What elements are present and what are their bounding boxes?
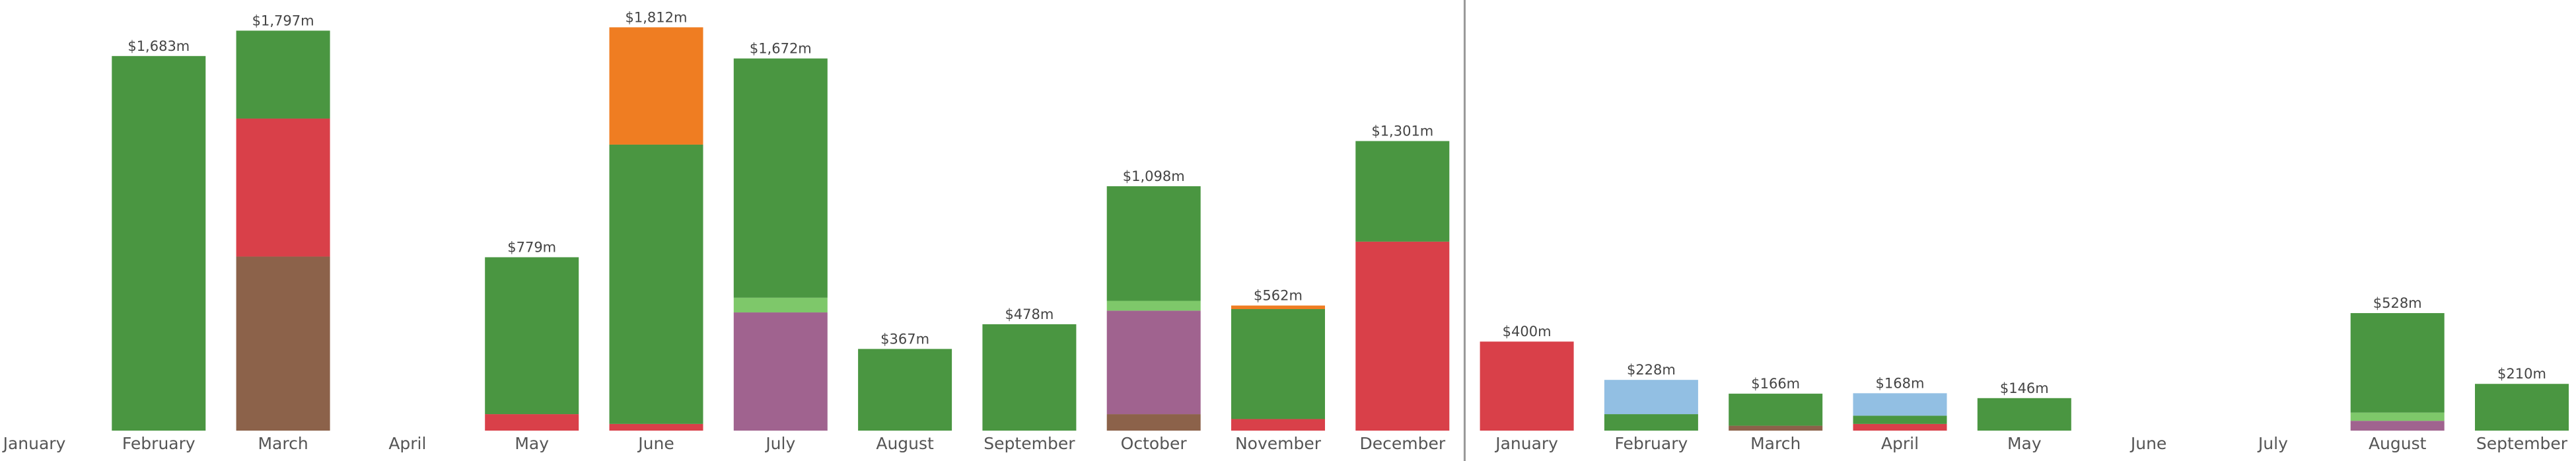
total-label: $1,812m — [626, 9, 688, 25]
total-label: $210m — [2497, 366, 2546, 382]
x-tick-label: April — [388, 434, 426, 453]
x-tick-label: March — [1750, 434, 1801, 453]
total-label: $562m — [1254, 288, 1303, 304]
bar-segment — [733, 58, 828, 298]
bar-segment — [236, 30, 330, 119]
bar-segment — [1977, 398, 2071, 431]
x-tick-label: April — [1881, 434, 1919, 453]
bar-segment — [1106, 310, 1201, 415]
bar-segment — [236, 256, 330, 431]
bar-segment — [112, 55, 206, 431]
x-tick-label: July — [2257, 434, 2288, 453]
bar-segment — [1480, 341, 1574, 431]
x-tick-label: December — [1359, 434, 1445, 453]
x-tick-label: October — [1121, 434, 1188, 453]
bar-segment — [858, 349, 952, 431]
bar-segment — [236, 118, 330, 257]
bar-segment — [1231, 419, 1325, 431]
total-label: $367m — [880, 331, 929, 347]
x-tick-label: February — [1615, 434, 1688, 453]
bar-segment — [1604, 380, 1698, 415]
bar-segment — [733, 312, 828, 431]
bar-segment — [1853, 423, 1947, 431]
x-tick-label: September — [984, 434, 1075, 453]
total-label: $400m — [1503, 324, 1552, 339]
bar-segment — [1853, 393, 1947, 416]
bar-segment — [1106, 186, 1201, 301]
bar-segment — [2350, 421, 2445, 431]
bar-segment — [1231, 305, 1325, 309]
bar-segment — [2475, 384, 2569, 431]
bar-segment — [1604, 414, 1698, 431]
x-tick-label: June — [637, 434, 674, 453]
bar-segment — [1231, 308, 1325, 419]
bar-segment — [1729, 425, 1823, 431]
bar-segment — [1355, 241, 1450, 431]
bar-segment — [2350, 313, 2445, 413]
x-tick-label: May — [2007, 434, 2042, 453]
bar-segment — [609, 423, 703, 431]
bar-segment — [1106, 414, 1201, 431]
total-label: $478m — [1005, 306, 1054, 322]
total-label: $146m — [2000, 380, 2049, 396]
bar-segment — [1355, 141, 1450, 242]
x-tick-label: September — [2476, 434, 2568, 453]
x-tick-label: January — [2, 434, 66, 453]
total-label: $1,301m — [1371, 124, 1433, 139]
total-label: $1,098m — [1123, 168, 1185, 184]
x-tick-label: July — [764, 434, 795, 453]
x-tick-label: May — [515, 434, 549, 453]
bar-segment — [485, 414, 579, 431]
bar-segment — [733, 297, 828, 313]
total-label: $528m — [2373, 295, 2422, 311]
total-label: $1,683m — [127, 38, 190, 54]
bar-segment — [1729, 394, 1823, 426]
bar-segment — [609, 27, 703, 145]
bar-segment — [1106, 301, 1201, 311]
total-label: $779m — [507, 239, 556, 255]
x-tick-label: February — [122, 434, 196, 453]
total-label: $1,797m — [252, 13, 314, 28]
bar-segment — [485, 257, 579, 415]
total-label: $166m — [1751, 376, 1800, 392]
x-tick-label: November — [1235, 434, 1322, 453]
bar-segment — [1853, 415, 1947, 424]
bar-segment — [2350, 412, 2445, 421]
x-tick-label: August — [2369, 434, 2427, 453]
x-tick-label: August — [876, 434, 934, 453]
x-tick-label: March — [258, 434, 308, 453]
total-label: $1,672m — [750, 41, 812, 57]
total-label: $168m — [1876, 375, 1925, 391]
total-label: $228m — [1627, 362, 1676, 378]
x-tick-label: June — [2129, 434, 2166, 453]
x-tick-label: January — [1494, 434, 1558, 453]
bar-segment — [609, 144, 703, 424]
bar-segment — [982, 324, 1077, 431]
